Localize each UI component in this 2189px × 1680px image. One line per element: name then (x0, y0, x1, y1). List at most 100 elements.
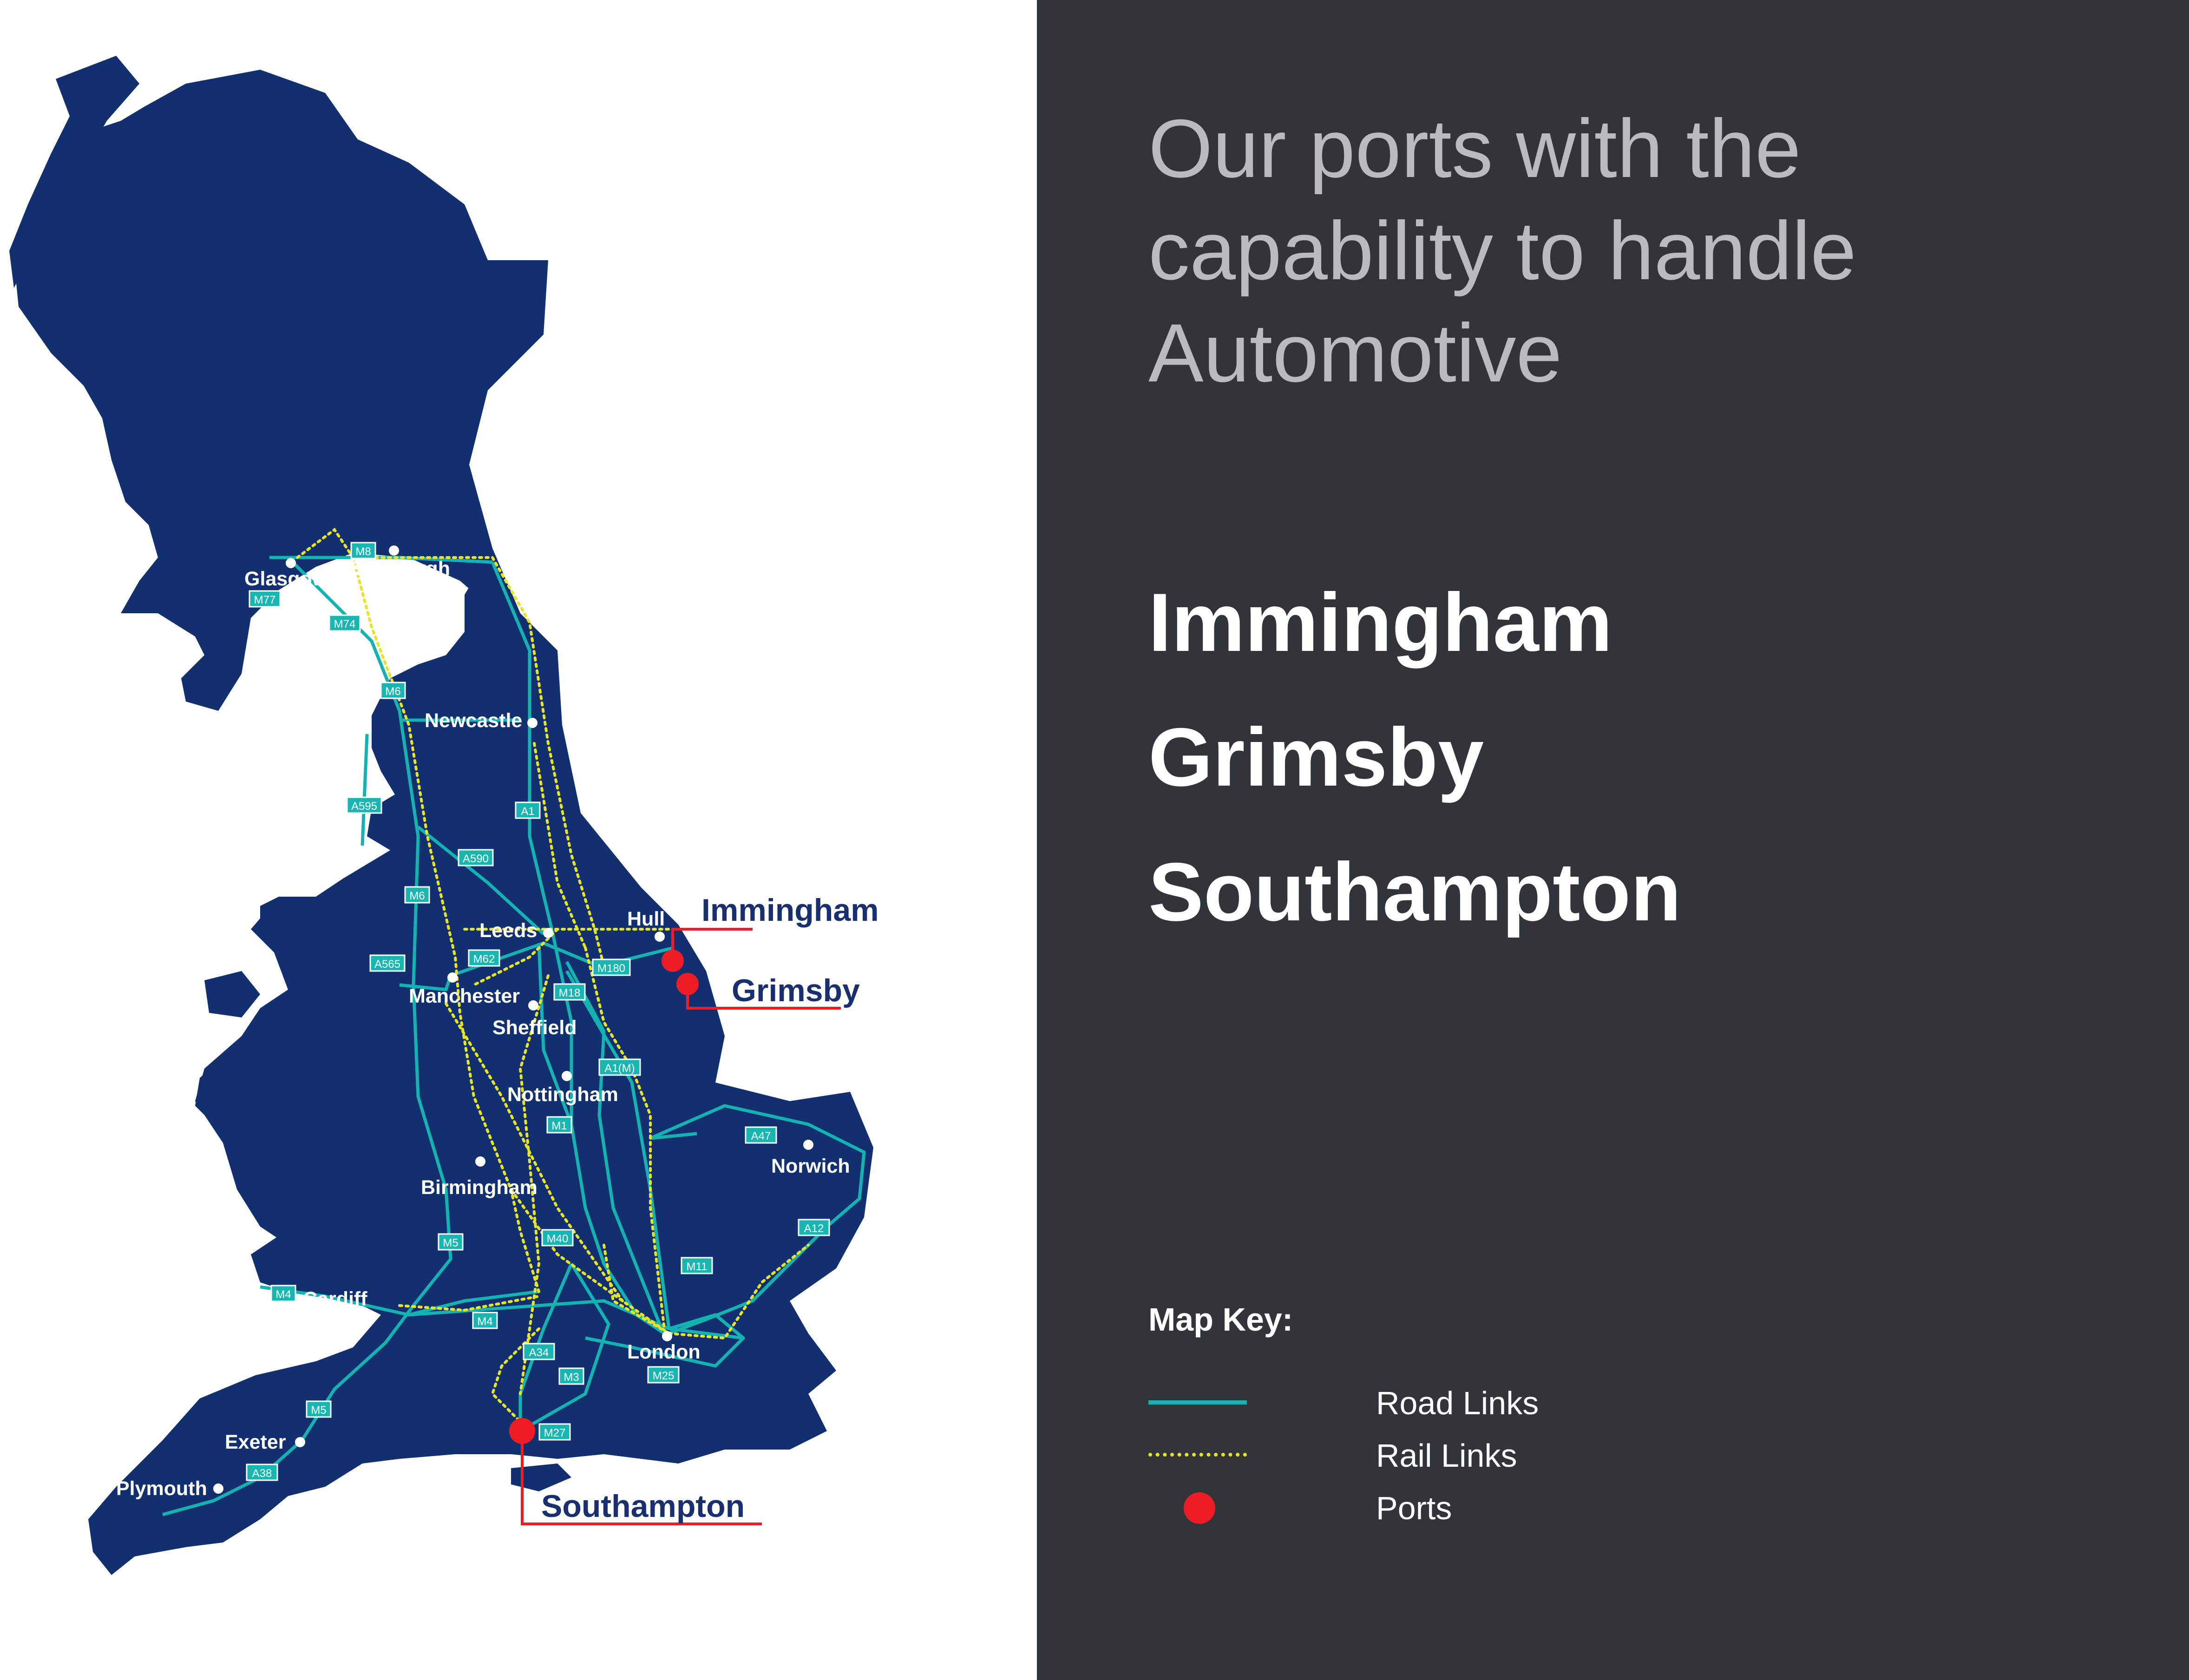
svg-text:A12: A12 (804, 1222, 824, 1235)
svg-text:M74: M74 (334, 618, 356, 630)
road-tag-m4-east: M4 (472, 1312, 498, 1329)
wales-landmass (195, 850, 437, 1296)
road-tag-m1: M1 (546, 1116, 572, 1134)
svg-text:A34: A34 (529, 1346, 549, 1359)
road-tag-m5-south: M5 (306, 1400, 332, 1418)
port-dot-icon (1184, 1492, 1215, 1524)
uk-map: Immingham Grimsby Southampton Glasgow Ed… (9, 56, 879, 1575)
svg-text:M40: M40 (547, 1233, 569, 1245)
city-dot (447, 972, 458, 983)
svg-text:M8: M8 (355, 545, 371, 558)
city-label-london: London (627, 1341, 701, 1363)
city-label-glasgow: Glasgow (244, 568, 328, 590)
road-tag-m74: M74 (328, 614, 361, 632)
scotland-landmass (14, 70, 548, 711)
svg-text:M5: M5 (443, 1237, 458, 1249)
map-panel: Immingham Grimsby Southampton Glasgow Ed… (0, 0, 1037, 1680)
road-tag-a38: A38 (246, 1463, 278, 1481)
port-name-immingham: Immingham (1148, 576, 1612, 669)
city-label-birmingham: Birmingham (421, 1176, 537, 1199)
city-label-leeds: Leeds (479, 919, 537, 942)
city-dot (475, 1156, 485, 1167)
city-label-manchester: Manchester (409, 985, 520, 1007)
map-key-ports: Ports (1148, 1484, 1706, 1535)
road-line-icon (1148, 1400, 1247, 1404)
road-tag-a1: A1 (515, 801, 541, 819)
svg-text:M6: M6 (409, 890, 425, 902)
road-tag-m6-south: M6 (404, 886, 430, 904)
svg-text:M6: M6 (385, 685, 400, 698)
city-dot (543, 928, 553, 938)
city-dot (295, 1437, 305, 1447)
map-key-label: Road Links (1376, 1385, 1539, 1421)
city-label-cardiff: Cardiff (303, 1288, 367, 1310)
city-dot (213, 1483, 223, 1494)
rail-line-icon (1148, 1453, 1247, 1457)
land-mass (9, 56, 873, 1575)
road-tag-m5-north: M5 (438, 1233, 464, 1251)
svg-text:M27: M27 (544, 1427, 566, 1439)
isle-of-wight (511, 1463, 571, 1491)
road-tag-a565: A565 (369, 954, 406, 972)
city-dot (527, 718, 537, 728)
road-tag-m11: M11 (681, 1257, 713, 1274)
city-dot (528, 1000, 538, 1011)
svg-text:A1: A1 (521, 805, 534, 818)
map-label-immingham: Immingham (701, 892, 879, 928)
road-links (162, 556, 866, 1516)
headline-line: Automotive (1148, 307, 1562, 399)
road-tag-a34: A34 (523, 1343, 555, 1360)
svg-text:M1: M1 (551, 1120, 567, 1132)
svg-text:M11: M11 (687, 1260, 708, 1273)
road-tags: M8 M77 M74 M6 A1 A595 A590 M6 M62 A565 M… (246, 542, 830, 1481)
road-tag-m18: M18 (553, 983, 586, 1001)
port-name-grimsby: Grimsby (1148, 711, 1484, 803)
city-label-newcastle: Newcastle (425, 709, 522, 732)
road-tag-m27: M27 (538, 1423, 571, 1441)
svg-text:A47: A47 (751, 1130, 771, 1142)
city-dot (562, 1071, 572, 1081)
svg-text:M25: M25 (653, 1370, 675, 1382)
city-label-sheffield: Sheffield (492, 1017, 577, 1039)
road-tag-m62: M62 (468, 949, 500, 967)
info-panel: Our ports with the capability to handle … (1037, 0, 2189, 1680)
headline: Our ports with the capability to handle … (1148, 98, 2124, 404)
city-label-hull: Hull (627, 908, 665, 930)
city-label-edinburgh: Edinburgh (350, 558, 450, 580)
svg-text:M5: M5 (311, 1404, 326, 1417)
road-tag-m6-north: M6 (380, 682, 406, 699)
anglesey (204, 971, 260, 1017)
city-label-plymouth: Plymouth (116, 1477, 207, 1500)
immingham-port-marker[interactable] (662, 950, 684, 972)
road-tag-m180: M180 (592, 958, 631, 976)
map-key-rail-links: Rail Links (1148, 1431, 1706, 1483)
city-dot (328, 1312, 339, 1323)
road-tag-m3: M3 (558, 1367, 584, 1385)
svg-text:M18: M18 (559, 987, 581, 999)
port-name-southampton: Southampton (1148, 846, 1681, 938)
city-label-nottingham: Nottingham (507, 1083, 618, 1106)
svg-text:A590: A590 (463, 853, 489, 865)
svg-text:M3: M3 (564, 1371, 579, 1384)
road-tag-m77: M77 (249, 590, 281, 608)
headline-line: capability to handle (1148, 204, 1856, 297)
map-key-label: Ports (1376, 1490, 1452, 1526)
grimsby-port-marker[interactable] (676, 973, 699, 995)
map-key-label: Rail Links (1376, 1437, 1517, 1474)
svg-text:A1(M): A1(M) (604, 1062, 635, 1075)
svg-text:M77: M77 (254, 594, 276, 606)
svg-text:M4: M4 (275, 1288, 291, 1301)
road-tag-m4-west: M4 (270, 1285, 296, 1302)
city-dot (655, 932, 665, 942)
city-dot (389, 545, 399, 556)
road-tag-m8: M8 (350, 542, 376, 559)
city-label-exeter: Exeter (225, 1431, 286, 1453)
map-label-southampton: Southampton (541, 1489, 745, 1524)
svg-text:M62: M62 (473, 953, 495, 965)
road-tag-a590: A590 (458, 849, 494, 866)
svg-text:M180: M180 (597, 962, 625, 975)
southampton-port-marker[interactable] (509, 1418, 535, 1444)
city-markers (213, 545, 813, 1494)
road-tag-a1m: A1(M) (598, 1058, 641, 1076)
road-tag-a595: A595 (346, 796, 382, 814)
